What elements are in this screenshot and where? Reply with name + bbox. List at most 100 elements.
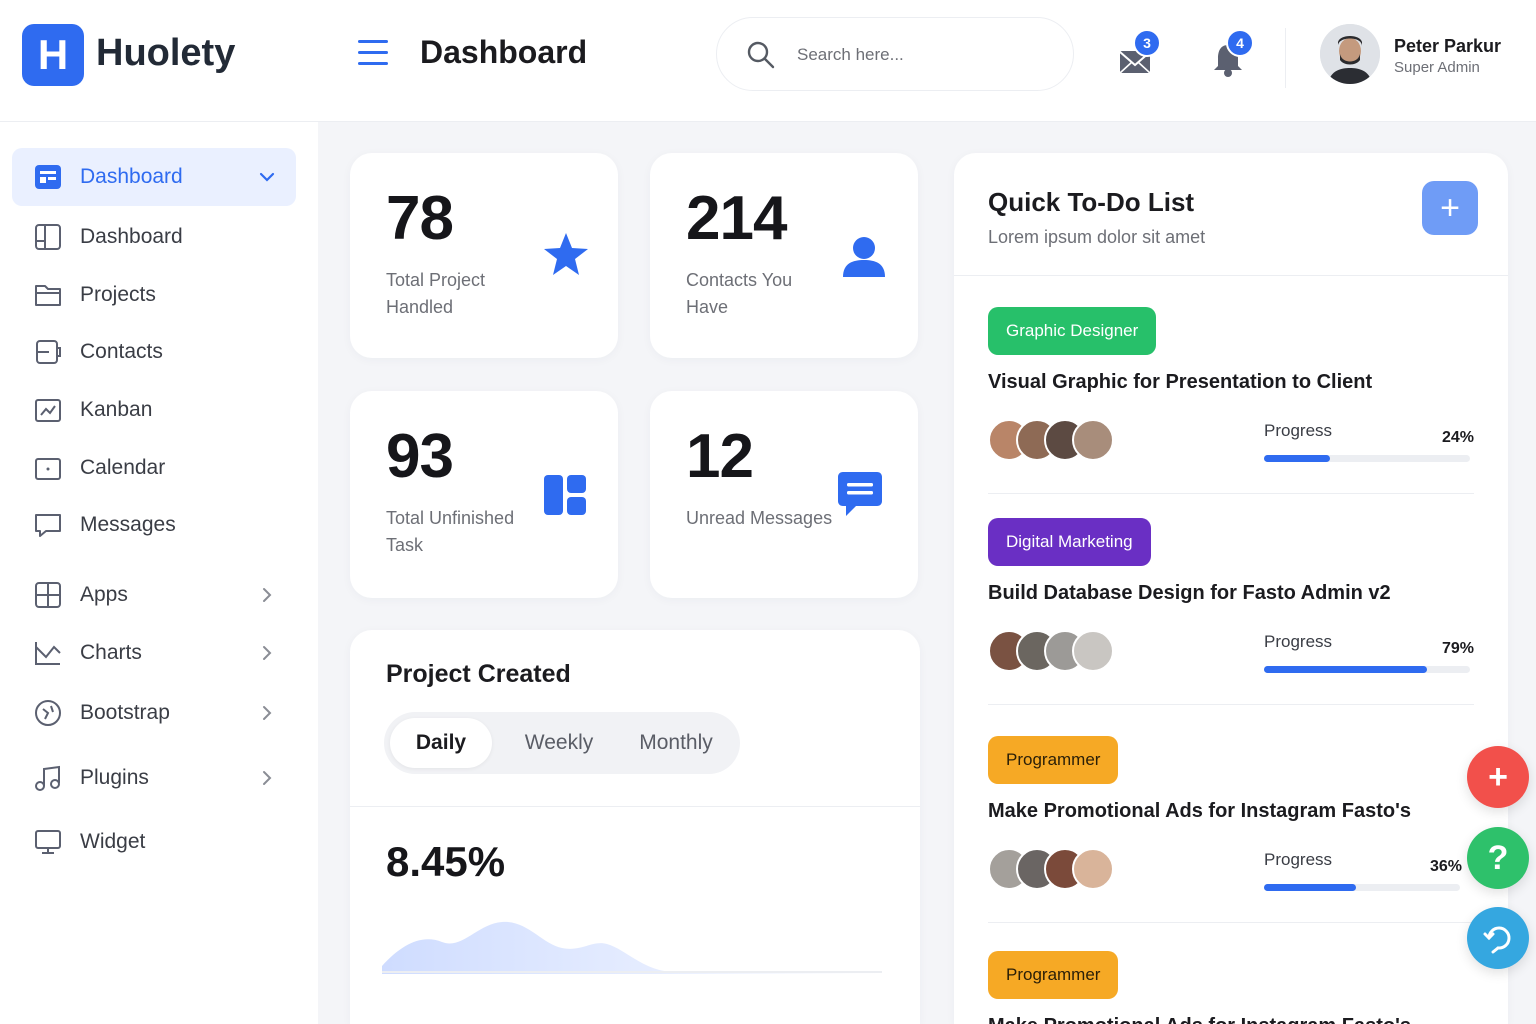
sidebar-item-label: Kanban [80,398,153,421]
contacts-icon [36,340,61,364]
sidebar-item-charts[interactable]: Charts [12,624,296,682]
support-icon [1483,926,1511,954]
stat-value: 214 [686,184,787,253]
sidebar-item-apps[interactable]: Apps [12,566,296,624]
brand-name[interactable]: Huolety [96,32,236,74]
progress-percent: 79% [1441,640,1474,657]
search-input[interactable] [797,38,1057,72]
task-item[interactable]: Programmer Make Promotional Ads for Inst… [988,736,1474,948]
sidebar-item-label: Dashboard [80,165,183,188]
floating-help-button[interactable]: ? [1467,827,1529,889]
sidebar-item-label: Dashboard [80,225,183,248]
sidebar-item-projects[interactable]: Projects [12,266,296,324]
top-header: H Huolety Dashboard 3 4 Peter Parkur [0,0,1536,122]
sidebar-item-plugins[interactable]: Plugins [12,749,296,807]
sidebar-item-label: Projects [80,283,156,306]
task-title: Visual Graphic for Presentation to Clien… [988,371,1373,393]
sidebar-item-dashboard[interactable]: Dashboard [12,208,296,266]
sidebar-item-dashboard-group[interactable]: Dashboard [12,148,296,206]
tab-monthly[interactable]: Monthly [639,731,713,754]
logo-icon[interactable]: H [22,24,84,86]
task-tag: Digital Marketing [988,518,1151,566]
progress-bar [1264,884,1460,891]
chevron-right-icon [263,706,272,720]
progress-label: Progress [1264,632,1333,651]
floating-support-button[interactable] [1467,907,1529,969]
avatar[interactable] [1072,419,1114,461]
sidebar-item-label: Bootstrap [80,701,170,724]
progress-label: Progress [1264,421,1333,440]
progress-fill [1264,884,1357,891]
assignee-avatars [988,848,1118,890]
stat-value: 93 [386,422,454,491]
sidebar-item-label: Charts [80,641,142,664]
assignee-avatars [988,630,1118,672]
monitor-icon [35,830,61,854]
task-item[interactable]: Digital Marketing Build Database Design … [988,518,1474,730]
sidebar-item-label: Calendar [80,456,166,479]
card-divider [954,275,1508,276]
message-icon [35,514,61,537]
user-avatar-icon [1320,24,1380,84]
floating-add-button[interactable]: + [1467,746,1529,808]
sidebar-item-label: Messages [80,513,176,536]
apps-icon [35,582,61,608]
stat-label: Total Unfinished Task [386,508,515,555]
task-item[interactable]: Programmer Make Promotional Ads for Inst… [988,951,1474,1024]
stat-value: 78 [386,184,454,253]
todo-subtitle: Lorem ipsum dolor sit amet [988,227,1206,247]
task-divider [988,922,1474,923]
menu-toggle-icon[interactable] [358,40,392,68]
project-created-title: Project Created [386,660,571,688]
folder-icon [35,285,61,306]
progress-bar [1264,455,1470,462]
avatar[interactable] [1320,24,1380,84]
search-box[interactable] [716,17,1074,91]
tab-daily[interactable]: Daily [390,718,492,768]
period-tabs: Daily Weekly Monthly [384,712,740,774]
project-created-value: 8.45% [386,838,506,885]
sidebar-item-kanban[interactable]: Kanban [12,381,296,439]
chevron-down-icon [259,172,275,182]
progress-fill [1264,455,1330,462]
chart-icon [35,642,61,665]
user-name[interactable]: Peter Parkur [1394,36,1502,56]
chevron-right-icon [263,771,272,785]
stat-card-tasks[interactable]: 93 Total Unfinished Task [350,391,618,598]
avatar[interactable] [1072,848,1114,890]
notification-badge: 4 [1226,29,1254,57]
stat-card-contacts[interactable]: 214 Contacts You Have [650,153,918,358]
stat-card-messages[interactable]: 12 Unread Messages [650,391,918,598]
todo-card: Quick To-Do List Lorem ipsum dolor sit a… [954,153,1508,1024]
project-created-card: Project Created Daily Weekly Monthly 8.4… [350,630,920,1024]
todo-title: Quick To-Do List [988,187,1195,217]
user-icon [843,237,885,277]
task-divider [988,704,1474,705]
task-tag: Programmer [988,736,1119,784]
task-title: Make Promotional Ads for Instagram Fasto… [988,1015,1411,1024]
stat-card-projects[interactable]: 78 Total Project Handled [350,153,618,358]
music-icon [35,765,60,791]
card-divider [350,806,920,807]
sidebar-item-widget[interactable]: Widget [12,813,296,871]
sidebar-item-calendar[interactable]: Calendar [12,439,296,497]
avatar[interactable] [1072,630,1114,672]
task-title: Make Promotional Ads for Instagram Fasto… [988,800,1411,822]
stat-value: 12 [686,422,754,491]
task-item[interactable]: Graphic Designer Visual Graphic for Pres… [988,307,1474,519]
mail-badge: 3 [1133,29,1161,57]
sparkline-chart [382,921,882,974]
sidebar-item-label: Apps [80,583,128,606]
sidebar-item-bootstrap[interactable]: Bootstrap [12,684,296,742]
add-task-button[interactable]: + [1422,181,1478,235]
task-divider [988,493,1474,494]
star-icon [544,233,588,275]
sidebar-item-messages[interactable]: Messages [12,496,296,554]
progress-fill [1264,666,1427,673]
page-title: Dashboard [420,34,588,70]
sidebar-item-contacts[interactable]: Contacts [12,323,296,381]
layout-icon [35,224,61,250]
calendar-icon [35,458,61,480]
task-title: Build Database Design for Fasto Admin v2 [988,582,1391,604]
tab-weekly[interactable]: Weekly [524,731,594,754]
